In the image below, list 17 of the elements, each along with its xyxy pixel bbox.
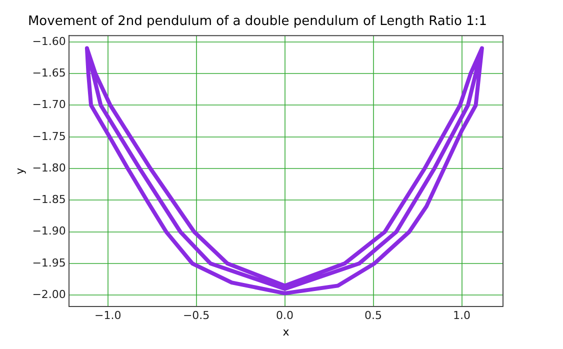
y-tick-label: −2.00 <box>32 288 66 302</box>
y-tick-label: −1.90 <box>32 224 66 238</box>
y-tick-label: −1.75 <box>32 130 66 143</box>
x-tick-label: −1.0 <box>94 309 122 322</box>
x-tick-label: −0.5 <box>182 309 210 322</box>
chart-title: Movement of 2nd pendulum of a double pendulum of Length Ratio 1:1 <box>28 14 488 30</box>
y-tick-label: −1.95 <box>32 256 66 270</box>
y-tick-label: −1.70 <box>32 98 66 112</box>
x-tick-label: 0.5 <box>364 309 382 322</box>
x-axis-title: x <box>282 325 290 338</box>
x-tick-label: 1.0 <box>453 309 471 322</box>
y-tick-label: −1.60 <box>32 34 66 48</box>
y-tick-label: −1.65 <box>32 66 66 80</box>
y-axis-title: y <box>13 167 26 174</box>
y-tick-label: −1.85 <box>32 193 66 206</box>
y-tick-label: −1.80 <box>32 161 66 174</box>
x-tick-label: 0.0 <box>276 309 294 322</box>
